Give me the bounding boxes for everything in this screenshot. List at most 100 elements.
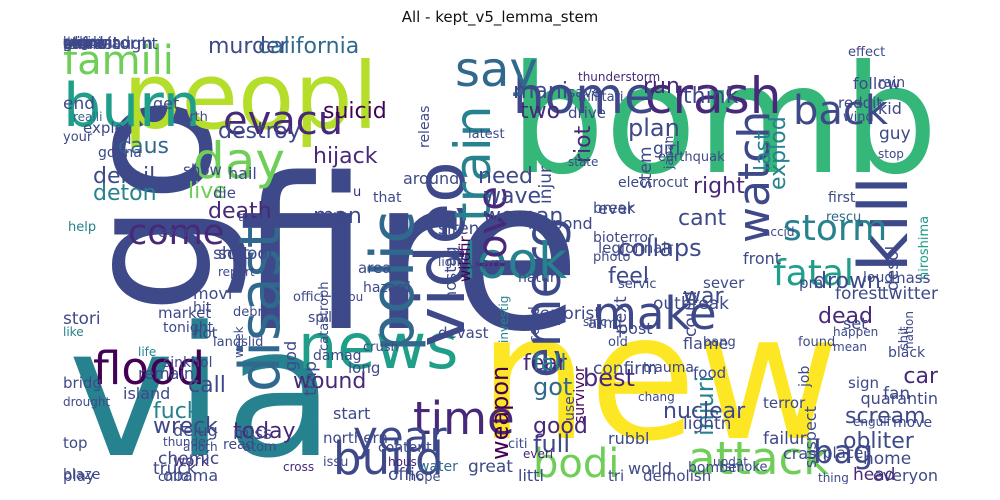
- cloud-word: fatal: [773, 253, 854, 294]
- cloud-word: thunder: [163, 435, 211, 449]
- cloud-word: movi: [193, 284, 233, 303]
- cloud-word: bodi: [533, 441, 620, 484]
- cloud-word: northern: [323, 429, 388, 447]
- cloud-word: chemic: [158, 449, 220, 469]
- cloud-word: u: [353, 185, 362, 200]
- cloud-word: outbreak: [653, 294, 729, 314]
- cloud-word: siren: [438, 219, 480, 239]
- cloud-word: destroy: [218, 119, 301, 144]
- cloud-word: bioterror: [593, 230, 654, 246]
- cloud-word: anoth: [183, 440, 218, 454]
- cloud-word: respond: [528, 214, 593, 233]
- cloud-word: live: [188, 179, 227, 204]
- cloud-word: woman: [483, 204, 564, 229]
- cloud-word: read: [223, 437, 255, 453]
- cloud-word: evacu: [223, 98, 344, 144]
- cloud-word: like: [63, 325, 84, 339]
- cloud-word: debri: [233, 305, 267, 320]
- cloud-word: accid: [763, 225, 795, 239]
- cloud-word: car: [903, 364, 938, 389]
- cloud-word: even: [158, 225, 193, 241]
- cloud-word: stori: [63, 309, 101, 329]
- cloud-word: confirm: [593, 359, 658, 379]
- cloud-word: get: [153, 94, 180, 113]
- cloud-word: fall: [533, 351, 567, 376]
- cloud-word: issu: [323, 455, 349, 470]
- cloud-word: terrorist: [533, 304, 602, 324]
- cloud-word: rain: [878, 75, 906, 91]
- cloud-word: peopl: [123, 43, 379, 150]
- cloud-word: war: [683, 284, 724, 309]
- cloud-word: happen: [833, 325, 879, 339]
- cloud-word: news: [298, 310, 459, 383]
- cloud-word: total: [238, 210, 266, 224]
- cloud-word: wind: [843, 110, 874, 125]
- cloud-word: attack: [688, 432, 830, 484]
- cloud-word: obama: [163, 466, 219, 484]
- cloud-word: famili: [63, 38, 174, 84]
- cloud-word: electrocut: [618, 175, 689, 191]
- cloud-word: fire: [238, 133, 582, 378]
- cloud-word: home: [513, 67, 655, 125]
- cloud-word: found: [798, 335, 836, 350]
- cloud-word: releas: [417, 106, 433, 149]
- cloud-word: caus: [118, 134, 169, 159]
- cloud-word: come: [128, 213, 225, 253]
- cloud-word: front: [743, 249, 782, 268]
- cloud-word: storm: [783, 208, 888, 249]
- cloud-word: death: [208, 199, 272, 224]
- cloud-word: thing: [818, 471, 849, 484]
- cloud-word: need: [478, 164, 533, 189]
- cloud-word: island: [123, 384, 171, 403]
- cloud-word: fan: [883, 384, 911, 404]
- cloud-word: run: [643, 74, 680, 99]
- cloud-word: report: [218, 265, 255, 279]
- cloud-word: hot: [193, 324, 218, 342]
- cloud-word: trauma: [643, 360, 694, 376]
- cloud-word: mass: [891, 269, 931, 287]
- cloud-word: terror: [763, 394, 806, 412]
- cloud-word: school: [218, 244, 273, 264]
- cloud-word: damag: [313, 348, 362, 364]
- cloud-word: north: [173, 110, 208, 125]
- cloud-word: gonna: [98, 145, 142, 161]
- cloud-word: sign: [848, 374, 880, 392]
- cloud-word: militari: [578, 90, 624, 105]
- cloud-word: market: [158, 304, 212, 322]
- cloud-word: bu: [348, 290, 364, 304]
- cloud-word: flood: [93, 342, 205, 395]
- cloud-word: drought: [63, 395, 111, 409]
- cloud-word: shit: [897, 325, 912, 350]
- cloud-word: area: [358, 259, 392, 277]
- cloud-word: drive: [568, 104, 606, 122]
- cloud-word: hail: [228, 164, 257, 183]
- cloud-word: california: [258, 36, 360, 59]
- cloud-word: world: [628, 459, 673, 478]
- cloud-word: long: [348, 359, 381, 377]
- cloud-word: bomber: [688, 460, 743, 476]
- cloud-word: burn: [63, 71, 201, 141]
- cloud-word: warn: [468, 254, 508, 273]
- cloud-word: drown: [813, 269, 881, 294]
- cloud-word: right: [693, 174, 745, 199]
- cloud-word: back: [793, 88, 889, 134]
- cloud-word: hous: [388, 455, 417, 469]
- cloud-word: offici: [293, 290, 325, 305]
- cloud-word: think: [683, 84, 739, 109]
- cloud-word: follow: [853, 74, 901, 93]
- cloud-word: explos: [83, 119, 132, 137]
- cloud-word: smoke: [725, 460, 768, 475]
- cloud-word: bomb: [509, 36, 938, 208]
- cloud-word: truck: [153, 459, 197, 479]
- cloud-word: water: [418, 459, 458, 475]
- cloud-word: trap: [301, 360, 321, 396]
- cloud-word: tonight: [163, 320, 214, 336]
- cloud-word: mean: [833, 340, 868, 354]
- cloud-word: girl: [653, 139, 681, 159]
- cloud-word: tri: [608, 467, 625, 484]
- cloud-word: fuck: [153, 399, 200, 424]
- cloud-word: black: [888, 345, 926, 361]
- cloud-word: kid: [878, 99, 902, 118]
- cloud-word: murder: [208, 36, 289, 59]
- cloud-word: crash: [645, 67, 782, 125]
